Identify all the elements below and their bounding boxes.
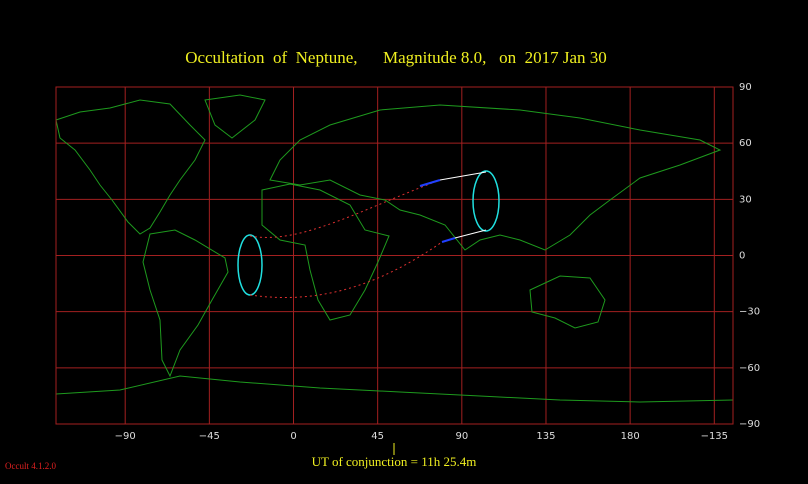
greenland	[204, 94, 266, 139]
y-tick-label: −30	[739, 307, 760, 318]
x-tick-label: 180	[621, 431, 640, 442]
map-frame	[55, 86, 734, 425]
x-tick-label: −90	[115, 431, 136, 442]
y-tick-label: 60	[739, 138, 752, 149]
south-limit	[249, 241, 443, 298]
limit-segment	[419, 179, 441, 187]
coastlines	[55, 94, 734, 403]
x-tick-label: 90	[455, 431, 468, 442]
title: Occultation of Neptune, Magnitude 8.0, o…	[185, 48, 607, 67]
africa	[261, 183, 390, 321]
x-tick-label: 0	[290, 431, 296, 442]
limit-segment	[454, 229, 487, 239]
antarctica	[55, 375, 734, 403]
australia	[529, 275, 606, 329]
eurasia	[269, 104, 722, 251]
north-america	[55, 99, 206, 235]
shadow-ellipse	[472, 170, 500, 232]
x-tick-label: −45	[199, 431, 220, 442]
occultation-track	[237, 170, 500, 298]
y-tick-label: 90	[739, 82, 752, 93]
y-tick-label: −90	[739, 419, 760, 430]
limit-segment	[439, 171, 487, 181]
y-tick-label: −60	[739, 363, 760, 374]
conjunction-label: UT of conjunction = 11h 25.4m	[312, 454, 477, 469]
x-tick-label: 45	[371, 431, 384, 442]
grid	[56, 86, 733, 425]
north-limit	[249, 179, 441, 238]
version-label: Occult 4.1.2.0	[5, 461, 56, 471]
y-tick-label: 30	[739, 194, 752, 205]
south-america	[142, 229, 229, 378]
y-tick-label: 0	[739, 251, 745, 262]
x-tick-label: 135	[536, 431, 555, 442]
x-tick-label: −135	[701, 431, 728, 442]
limit-segment	[441, 237, 456, 243]
